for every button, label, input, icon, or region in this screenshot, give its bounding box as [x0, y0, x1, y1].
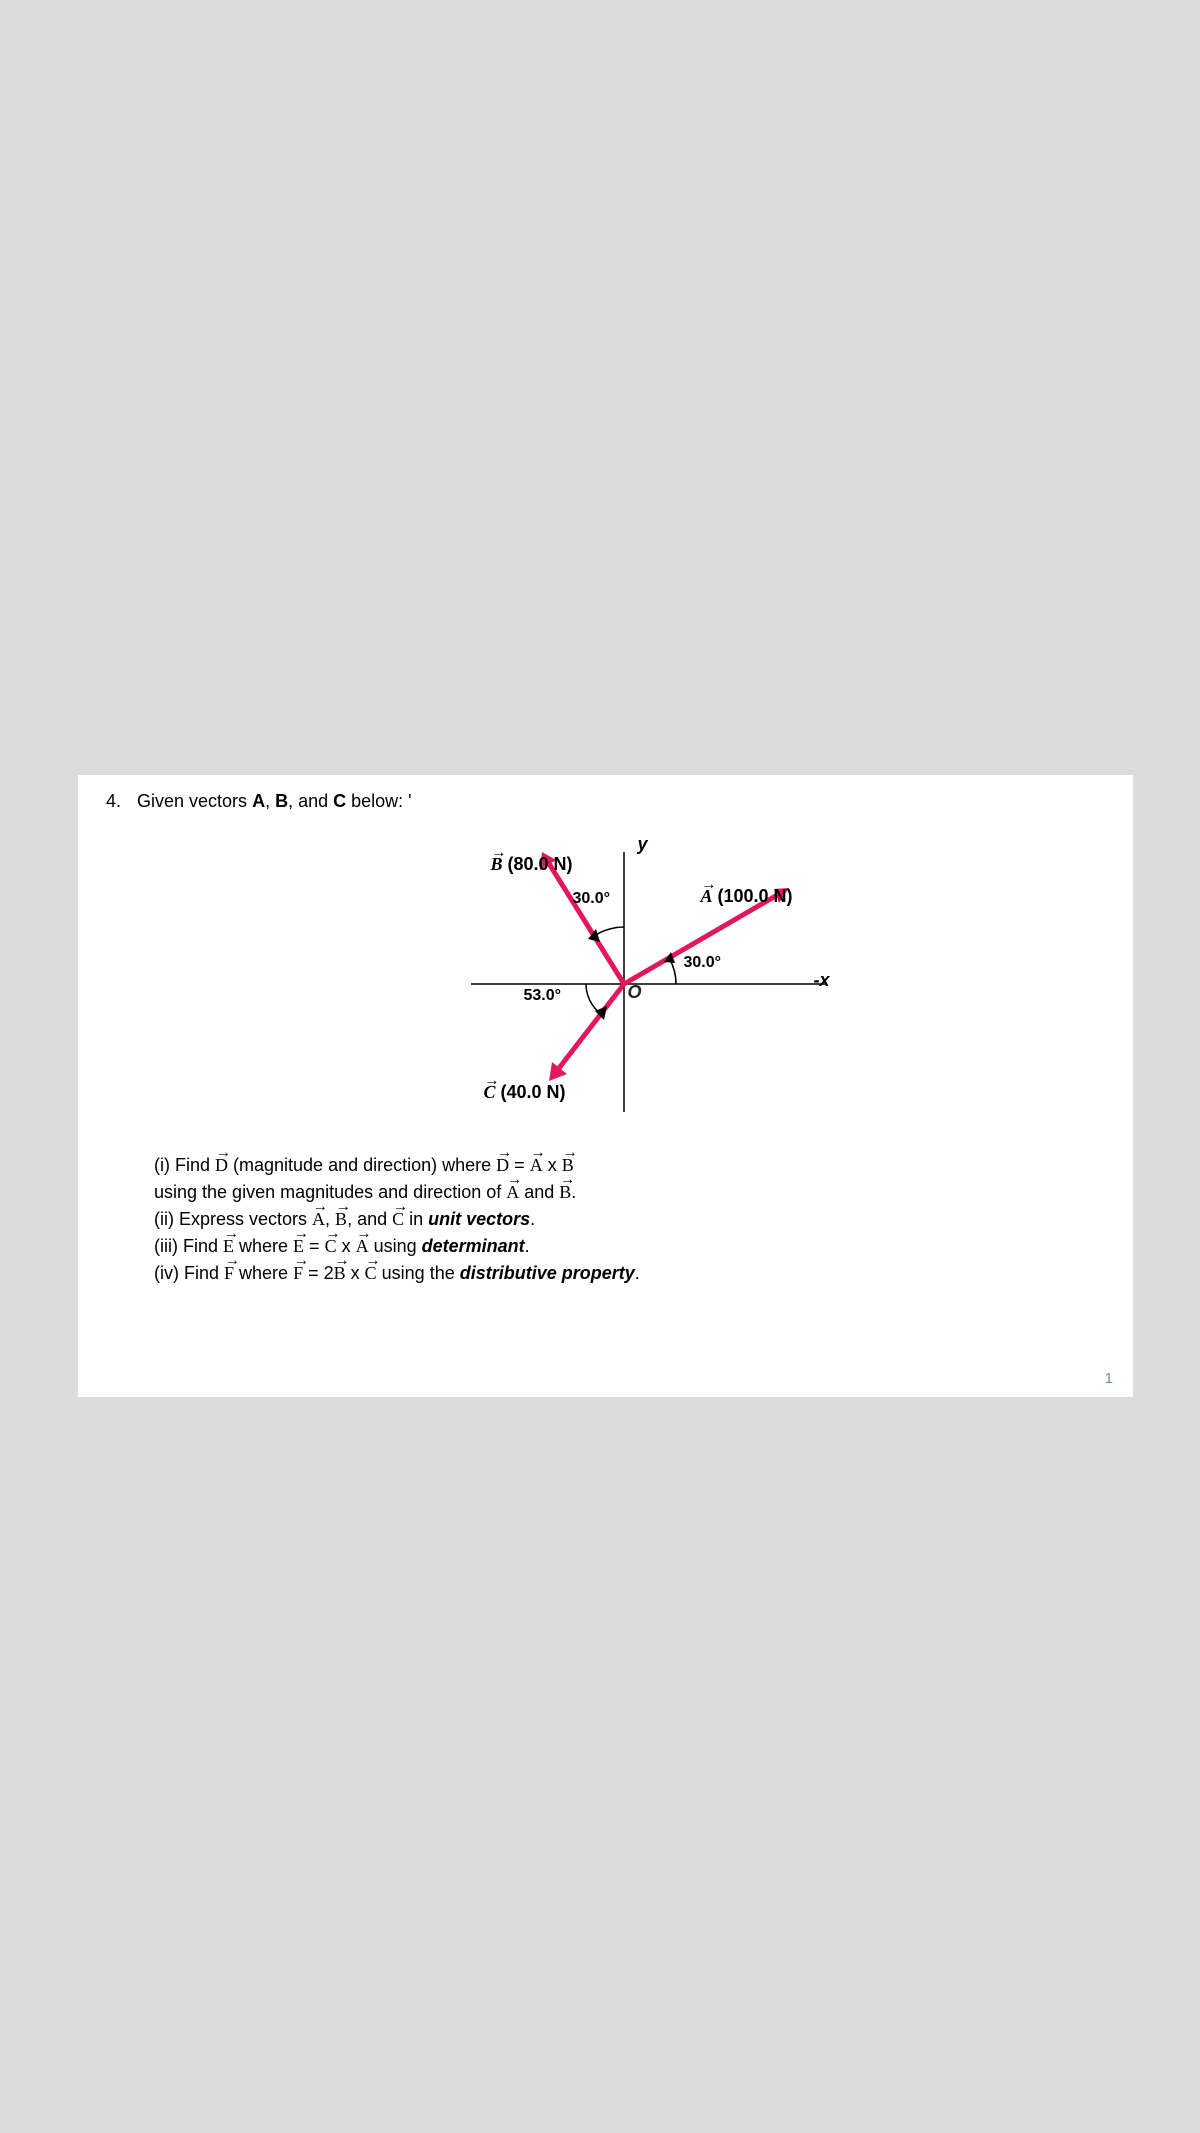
axis-label-y: y [638, 834, 648, 855]
vector-b-label: B (80.0 N) [491, 854, 573, 875]
angle-a-label: 30.0° [684, 954, 722, 972]
axis-label-x: -x [814, 970, 830, 991]
question-prompt: Given vectors A, B, and C below: ' [137, 791, 412, 811]
part-i-line2: using the given magnitudes and direction… [154, 1179, 1105, 1206]
questions-list: (i) Find D (magnitude and direction) whe… [106, 1152, 1105, 1287]
part-iv: (iv) Find F where F = 2B x C using the d… [154, 1260, 1105, 1287]
page-number: 1 [1105, 1370, 1113, 1387]
question-number: 4. [106, 791, 132, 812]
angle-b-label: 30.0° [573, 890, 611, 908]
origin-label: O [628, 982, 642, 1003]
document-page: 4. Given vectors A, B, and C below: ' [78, 775, 1133, 1397]
part-i-line1: (i) Find D (magnitude and direction) whe… [154, 1152, 1105, 1179]
vector-diagram: y -x O B (80.0 N) A (100.0 N) C (40.0 N)… [306, 832, 906, 1122]
vector-a-label: A (100.0 N) [701, 886, 793, 907]
angle-c-label: 53.0° [524, 987, 562, 1005]
vector-c-label: C (40.0 N) [484, 1082, 566, 1103]
question-header: 4. Given vectors A, B, and C below: ' [106, 791, 1105, 812]
